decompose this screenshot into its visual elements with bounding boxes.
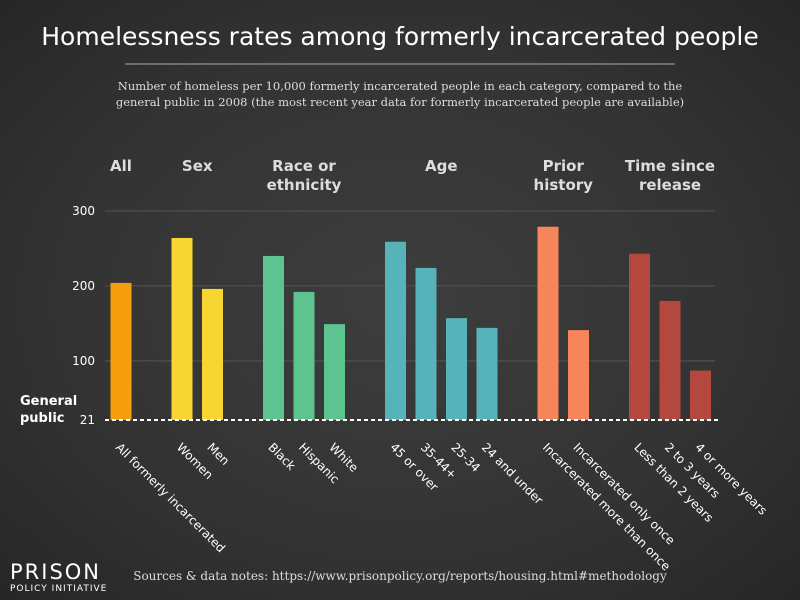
group-header: Sex [181,157,213,175]
y-tick-label: 21 [80,413,95,427]
group-header: Race or ethnicity [266,157,342,194]
y-tick-label: 300 [72,204,95,218]
source-note: Sources & data notes: https://www.prison… [133,569,667,583]
y-tick-label: 200 [72,279,95,293]
bar [202,288,223,420]
logo: PRISON [10,560,102,584]
bar [568,330,589,420]
x-tick-label: 24 and under [479,440,546,507]
bar [324,324,345,420]
bar [690,370,711,420]
bar [629,253,650,420]
x-tick-label: Black [265,440,298,473]
x-tick-label: All formerly incarcerated [113,440,228,555]
reference-label: General public [20,394,78,426]
group-header: Prior history [533,157,593,194]
group-header: Age [424,157,458,175]
group-header: Time since release [624,157,716,194]
bar [476,327,498,420]
bar [415,267,437,420]
chart-subtitle: Number of homeless per 10,000 formerly i… [115,79,685,109]
bar [446,318,467,420]
chart-title: Homelessness rates among formerly incarc… [41,22,759,51]
bar [293,291,315,420]
bar [385,241,406,420]
bar [537,226,559,420]
y-tick-label: 100 [72,354,95,368]
bar [659,300,681,420]
group-header: All [110,157,132,175]
logo: POLICY INITIATIVE [10,584,108,594]
bar [110,282,132,420]
bar [263,255,284,420]
bar [171,237,193,420]
